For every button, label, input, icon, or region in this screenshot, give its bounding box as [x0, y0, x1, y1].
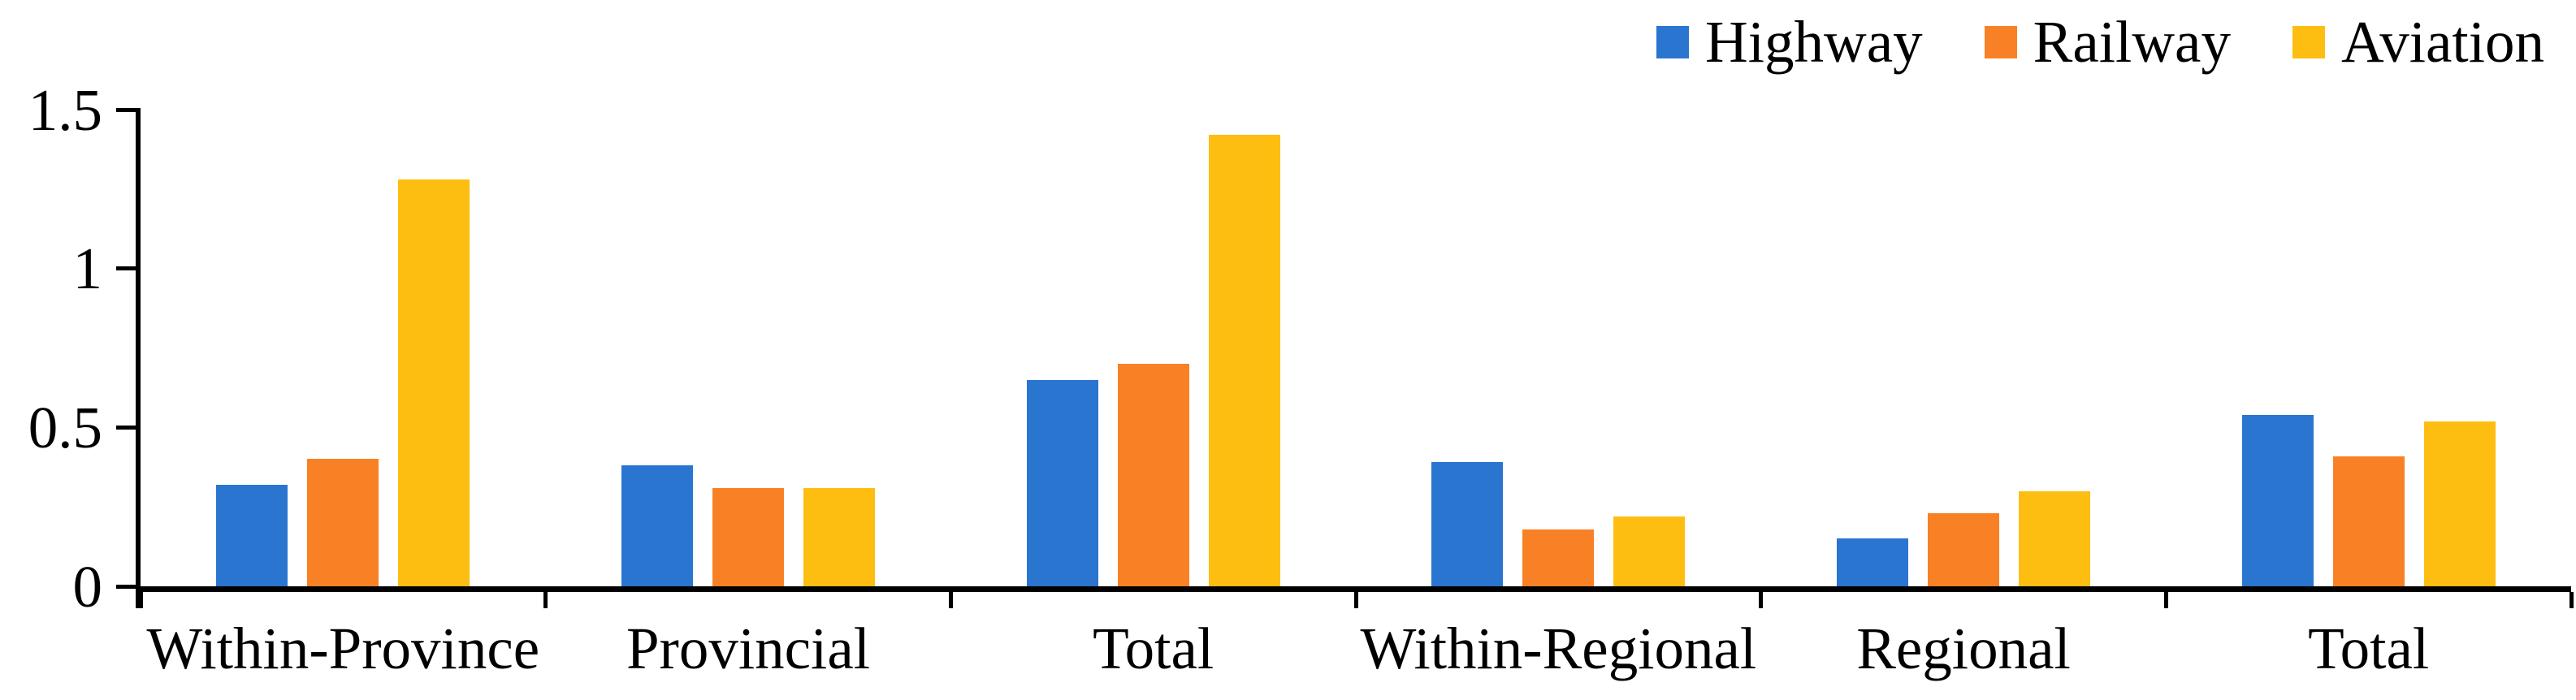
plot-area: 0 0.5 1 1.5 Within-Province Provincial Total W…: [28, 80, 2574, 700]
x-axis-line: [136, 586, 2571, 592]
bar-railway-5: [2332, 456, 2405, 586]
bar-railway-0: [307, 459, 379, 586]
bar-aviation-2: [1208, 135, 1280, 586]
bar-aviation-3: [1613, 516, 1686, 586]
y-tick-1.5: [116, 107, 141, 112]
legend-swatch-railway-icon: [1984, 26, 2017, 58]
category-label-4: Regional: [1856, 616, 2071, 681]
legend-item-highway: Highway: [1656, 8, 1923, 76]
chart-legend: Highway Railway Aviation: [1656, 8, 2544, 76]
bar-highway-1: [621, 465, 693, 586]
legend-swatch-highway-icon: [1656, 26, 1690, 58]
legend-item-aviation: Aviation: [2292, 8, 2544, 76]
legend-label-railway: Railway: [2033, 9, 2231, 75]
category-label-5: Total: [2308, 616, 2430, 681]
bar-aviation-4: [2018, 490, 2090, 586]
x-tick-0: [138, 592, 143, 608]
bar-highway-4: [1836, 538, 1908, 586]
bar-group-5: [2166, 110, 2571, 586]
bar-highway-3: [1431, 462, 1504, 586]
x-tick-5: [2163, 592, 2168, 608]
bar-railway-4: [1927, 513, 1999, 586]
category-label-2: Total: [1093, 616, 1214, 681]
bar-aviation-5: [2423, 421, 2496, 586]
x-tick-4: [1759, 592, 1764, 608]
y-axis-line: [136, 110, 141, 608]
bar-aviation-1: [803, 487, 875, 586]
legend-label-aviation: Aviation: [2340, 9, 2544, 75]
bar-group-2: [950, 110, 1356, 586]
bar-highway-0: [216, 484, 288, 586]
bar-railway-2: [1117, 364, 1189, 586]
x-tick-3: [1353, 592, 1358, 608]
x-tick-1: [543, 592, 548, 608]
bar-group-1: [546, 110, 951, 586]
y-tick-0.5: [116, 425, 141, 430]
y-tick-label-1: 1: [72, 235, 103, 302]
bar-railway-1: [712, 487, 784, 586]
legend-swatch-aviation-icon: [2292, 26, 2325, 58]
y-tick-label-0: 0: [72, 553, 103, 620]
x-tick-6: [2569, 592, 2574, 608]
y-tick-label-0.5: 0.5: [28, 394, 102, 460]
bar-highway-5: [2241, 414, 2314, 586]
legend-label-highway: Highway: [1705, 9, 1923, 75]
bar-group-3: [1356, 110, 1761, 586]
category-label-0: Within-Province: [146, 616, 540, 681]
y-tick-0: [116, 584, 141, 589]
bar-railway-3: [1522, 529, 1595, 586]
legend-item-railway: Railway: [1984, 8, 2231, 76]
category-label-3: Within-Regional: [1360, 616, 1757, 681]
bar-aviation-0: [398, 179, 470, 586]
category-label-1: Provincial: [626, 616, 871, 681]
bar-group-4: [1761, 110, 2167, 586]
y-tick-1: [116, 266, 141, 271]
y-tick-label-1.5: 1.5: [28, 76, 102, 143]
x-tick-2: [948, 592, 953, 608]
bar-group-0: [141, 110, 546, 586]
bar-highway-2: [1026, 379, 1098, 586]
